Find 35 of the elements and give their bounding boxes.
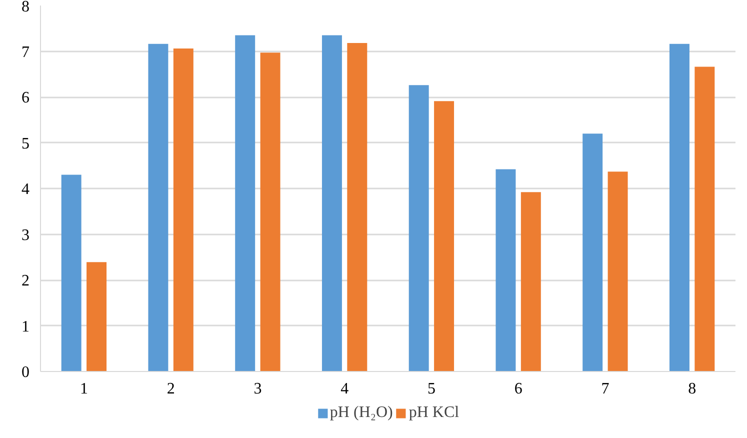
- bar: [260, 52, 280, 372]
- x-tick-label: 5: [427, 380, 436, 398]
- legend-label: pH (H₂O): [330, 404, 393, 422]
- bar: [582, 134, 603, 372]
- bar: [235, 35, 256, 372]
- bar: [408, 85, 429, 372]
- y-tick-label: 7: [22, 44, 30, 61]
- x-tick-label: 3: [254, 380, 262, 398]
- y-tick-label: 8: [22, 0, 30, 16]
- bar: [61, 174, 82, 372]
- x-tick-label: 7: [601, 380, 610, 398]
- x-tick-label: 2: [166, 380, 175, 398]
- x-tick-label: 6: [514, 380, 522, 398]
- bar: [496, 169, 516, 372]
- bar: [694, 66, 715, 372]
- bar: [173, 48, 194, 372]
- bar: [520, 192, 541, 372]
- y-tick-label: 4: [22, 181, 30, 198]
- y-tick-label: 0: [22, 364, 30, 381]
- bar: [434, 101, 454, 372]
- bar: [148, 44, 168, 372]
- bar: [86, 262, 107, 372]
- y-tick-label: 2: [22, 272, 30, 290]
- bar: [608, 172, 628, 372]
- bar: [322, 35, 342, 372]
- legend-label: pH KCl: [408, 404, 460, 422]
- bar: [669, 44, 690, 372]
- bar: [347, 43, 368, 372]
- x-tick-label: 8: [688, 380, 696, 398]
- y-tick-label: 3: [22, 226, 30, 244]
- y-tick-label: 5: [22, 135, 30, 152]
- y-tick-label: 6: [22, 90, 30, 106]
- y-tick-label: 1: [22, 318, 30, 336]
- x-tick-label: 1: [80, 380, 88, 398]
- x-tick-label: 4: [340, 380, 349, 398]
